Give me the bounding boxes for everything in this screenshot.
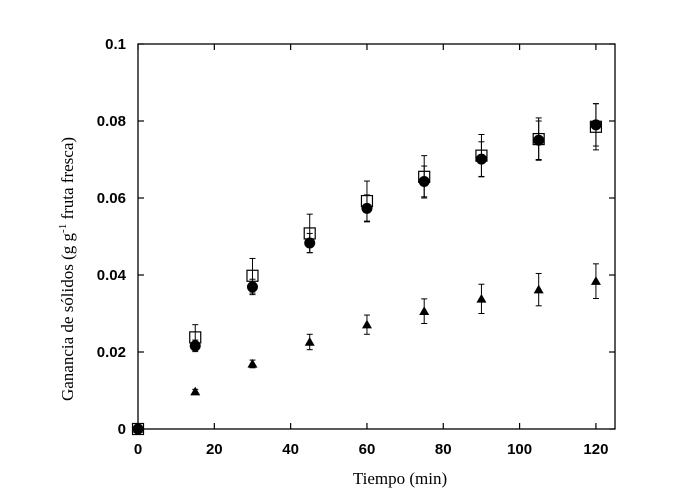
- y-tick-label: 0.1: [105, 36, 126, 53]
- data-point-triangle: [361, 319, 372, 329]
- x-tick-label: 60: [359, 441, 376, 458]
- data-point-triangle: [533, 284, 544, 294]
- axis-tick-labels: 0 20 40 60 80 100 120 0 0.02 0.04 0.06 0.08 0.1: [97, 36, 609, 458]
- data-point-triangle: [476, 293, 487, 303]
- plot-area-frame: [137, 43, 616, 430]
- y-tick-label: 0.04: [97, 267, 127, 284]
- data-point-circle: [590, 119, 602, 131]
- data-point-triangle: [304, 336, 315, 346]
- x-tick-label: 80: [435, 441, 452, 458]
- x-axis-label: Tiempo (min): [353, 469, 447, 488]
- y-tick-label: 0.02: [97, 344, 126, 361]
- axis-ticks: [137, 43, 615, 430]
- data-point-circle: [361, 202, 373, 214]
- data-point-circle: [475, 153, 487, 165]
- data-marks: [131, 103, 603, 436]
- y-tick-label: 0.08: [97, 113, 126, 130]
- x-tick-label: 0: [134, 441, 142, 458]
- y-axis-label-tail: fruta fresca): [58, 137, 77, 224]
- y-axis-label-superscript: -1: [57, 224, 69, 233]
- series-filled-triangle: [133, 263, 601, 433]
- series-filled-circle: [132, 103, 602, 435]
- data-point-circle: [418, 175, 430, 187]
- data-point-circle: [533, 134, 545, 146]
- x-tick-label: 100: [507, 441, 532, 458]
- x-tick-label: 20: [206, 441, 223, 458]
- data-point-circle: [246, 281, 258, 293]
- x-tick-label: 120: [583, 441, 608, 458]
- data-point-triangle: [190, 386, 201, 396]
- data-point-triangle: [247, 358, 258, 368]
- y-tick-label: 0: [118, 421, 126, 438]
- y-axis-label: Ganancia de sólidos (g g-1 fruta fresca): [57, 137, 77, 401]
- data-point-triangle: [133, 424, 143, 433]
- y-tick-label: 0.06: [97, 190, 126, 207]
- x-tick-label: 40: [282, 441, 299, 458]
- data-point-triangle: [419, 306, 430, 315]
- data-point-triangle: [590, 276, 601, 285]
- series-open-square: [131, 103, 603, 436]
- y-axis-label-main: Ganancia de sólidos (g g: [58, 232, 77, 401]
- data-point-circle: [304, 237, 316, 249]
- data-point-circle: [189, 340, 201, 352]
